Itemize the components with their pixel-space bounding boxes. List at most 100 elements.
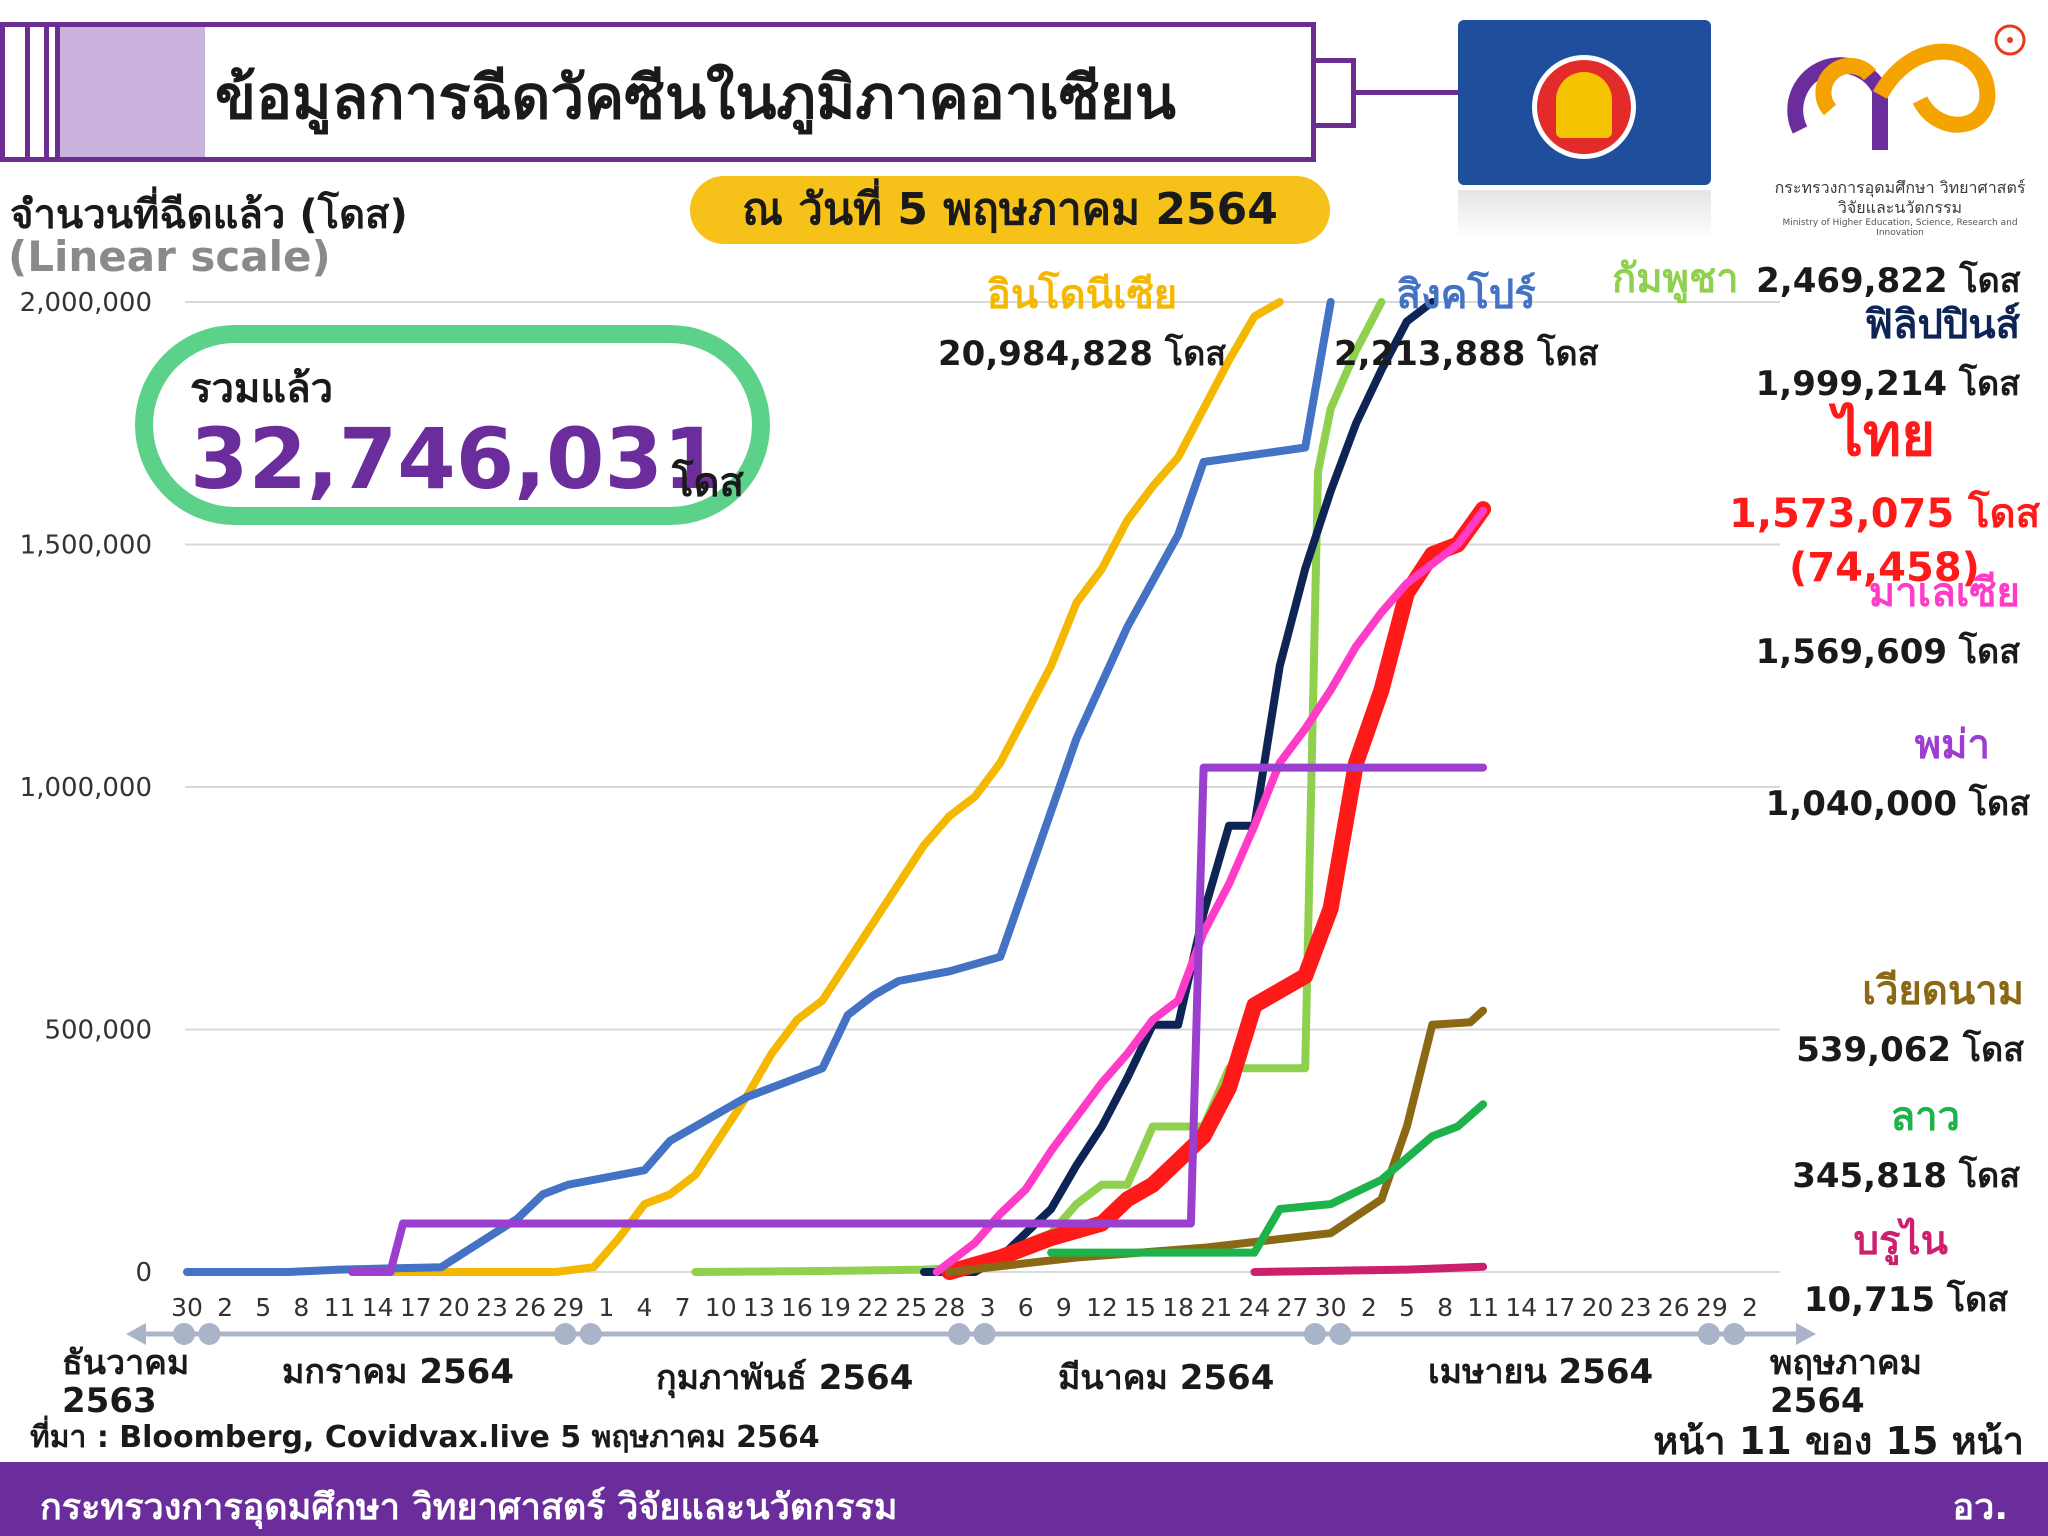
label-philippines: ฟิลิปปินส์ 1,999,214 โดส — [1756, 292, 2020, 410]
source-note: ที่มา : Bloomberg, Covidvax.live 5 พฤษภา… — [30, 1420, 820, 1455]
series-name-laos: ลาว — [1890, 1094, 1960, 1140]
x-tick-label: 8 — [1437, 1293, 1453, 1322]
series-total-brunei: 10,715 โดส — [1803, 1280, 2008, 1320]
month-feb-2564: กุมภาพันธ์ 2564 — [656, 1358, 914, 1398]
x-tick-label: 17 — [1543, 1293, 1575, 1322]
x-tick-label: 13 — [743, 1293, 775, 1322]
x-tick-label: 14 — [1505, 1293, 1537, 1322]
y-tick-label: 2,000,000 — [20, 288, 152, 318]
x-tick-label: 26 — [514, 1293, 546, 1322]
series-name-brunei: บรูไน — [1853, 1218, 1948, 1264]
series-total-myanmar: 1,040,000 โดส — [1765, 784, 2030, 824]
series-note-thailand: (74,458) — [1789, 545, 1980, 591]
x-tick-label: 1 — [598, 1293, 614, 1322]
x-tick-label: 4 — [637, 1293, 653, 1322]
label-thailand: ไทย 1,573,075 โดส (74,458) — [1729, 388, 2040, 591]
footer-org: กระทรวงการอุดมศึกษา วิทยาศาสตร์ วิจัยและ… — [40, 1487, 898, 1528]
footer-org-short: อว. — [1952, 1487, 2008, 1528]
x-tick-label: 26 — [1658, 1293, 1690, 1322]
x-tick-label: 25 — [895, 1293, 927, 1322]
total-summary-box — [135, 325, 770, 525]
x-tick-label: 7 — [675, 1293, 691, 1322]
x-tick-label: 12 — [1086, 1293, 1118, 1322]
mhesi-logo — [1787, 24, 2026, 150]
label-indonesia: อินโดนีเซีย 20,984,828 โดส — [938, 262, 1226, 380]
month-may-2564: พฤษภาคม 2564 — [1770, 1343, 1923, 1421]
logo-org-name: กระทรวงการอุดมศึกษา วิทยาศาสตร์ วิจัยและ… — [1774, 178, 2026, 217]
y-scale-note: (Linear scale) — [8, 232, 331, 281]
series-total-singapore: 2,213,888 โดส — [1334, 334, 1599, 374]
series-name-vietnam: เวียดนาม — [1862, 968, 2024, 1014]
month-mar-2564: มีนาคม 2564 — [1058, 1358, 1275, 1398]
label-laos: ลาว 345,818 โดส — [1792, 1084, 2020, 1202]
syringe-fill — [60, 27, 205, 157]
logo-org-name-en: Ministry of Higher Education, Science, R… — [1782, 218, 2018, 238]
y-tick-label: 1,500,000 — [20, 531, 152, 561]
x-tick-label: 30 — [1315, 1293, 1347, 1322]
series-line-0 — [386, 298, 1284, 1276]
series-name-indonesia: อินโดนีเซีย — [986, 272, 1178, 318]
total-unit: โดส — [672, 460, 744, 506]
syringe-plunger — [0, 22, 30, 162]
y-tick-label: 500,000 — [44, 1016, 152, 1046]
y-axis-label: จำนวนที่ฉีดแล้ว (โดส) — [10, 192, 408, 238]
x-tick-label: 20 — [1582, 1293, 1614, 1322]
x-tick-label: 20 — [438, 1293, 470, 1322]
total-value: 32,746,031 — [190, 410, 722, 508]
x-tick-label: 11 — [324, 1293, 356, 1322]
month-marker — [1303, 1323, 1326, 1345]
x-axis-arrow-right — [1796, 1323, 1816, 1345]
month-marker — [973, 1323, 996, 1345]
month-marker — [554, 1323, 577, 1345]
series-name-singapore: สิงคโปร์ — [1396, 272, 1536, 318]
x-tick-label: 29 — [1696, 1293, 1728, 1322]
series-name-thailand: ไทย — [1833, 401, 1936, 469]
month-marker — [1697, 1323, 1720, 1345]
x-tick-label: 2 — [217, 1293, 233, 1322]
x-tick-label: 27 — [1277, 1293, 1309, 1322]
series-line-1 — [183, 298, 1335, 1276]
label-myanmar: พม่า 1,040,000 โดส — [1766, 712, 2030, 830]
y-tick-label: 0 — [135, 1258, 152, 1288]
x-tick-label: 29 — [552, 1293, 584, 1322]
month-marker — [579, 1323, 602, 1345]
series-total-thailand: 1,573,075 โดส — [1728, 491, 2040, 537]
series-total-indonesia: 20,984,828 โดส — [938, 334, 1227, 374]
x-tick-label: 17 — [400, 1293, 432, 1322]
month-marker — [1329, 1323, 1352, 1345]
series-name-philippines: ฟิลิปปินส์ — [1864, 302, 2020, 348]
month-marker — [948, 1323, 971, 1345]
x-tick-label: 16 — [781, 1293, 813, 1322]
series-name-cambodia: กัมพูชา — [1612, 256, 1739, 302]
series-total-vietnam: 539,062 โดส — [1796, 1030, 2024, 1070]
flag-reflection — [1458, 190, 1711, 240]
syringe-banner — [0, 22, 1316, 162]
series-line-8 — [1047, 1100, 1488, 1257]
series-total-malaysia: 1,569,609 โดส — [1755, 632, 2020, 672]
x-tick-label: 6 — [1018, 1293, 1034, 1322]
x-tick-label: 24 — [1239, 1293, 1271, 1322]
x-tick-label: 22 — [857, 1293, 889, 1322]
x-tick-label: 5 — [1399, 1293, 1415, 1322]
x-tick-label: 28 — [934, 1293, 966, 1322]
x-tick-label: 5 — [255, 1293, 271, 1322]
page-title: ข้อมูลการฉีดวัคซีนในภูมิภาคอาเซียน — [215, 63, 1176, 133]
asean-rice-emblem-icon — [1556, 72, 1612, 138]
page-number: หน้า 11 ของ 15 หน้า — [1653, 1419, 2024, 1463]
series-total-cambodia: 2,469,822 โดส — [1756, 261, 2021, 301]
x-tick-label: 8 — [293, 1293, 309, 1322]
x-tick-label: 9 — [1056, 1293, 1072, 1322]
month-dec-2563: ธันวาคม 2563 — [62, 1343, 190, 1421]
month-jan-2564: มกราคม 2564 — [282, 1352, 514, 1392]
x-tick-label: 23 — [476, 1293, 508, 1322]
series-line-9 — [1250, 1262, 1488, 1276]
month-apr-2564: เมษายน 2564 — [1428, 1352, 1654, 1392]
series-total-laos: 345,818 โดส — [1792, 1156, 2020, 1196]
footer-bar — [0, 1462, 2048, 1536]
total-label: รวมแล้ว — [190, 366, 334, 412]
month-marker — [173, 1323, 195, 1345]
x-tick-label: 23 — [1620, 1293, 1652, 1322]
month-marker — [1723, 1323, 1746, 1345]
x-tick-label: 2 — [1742, 1293, 1758, 1322]
